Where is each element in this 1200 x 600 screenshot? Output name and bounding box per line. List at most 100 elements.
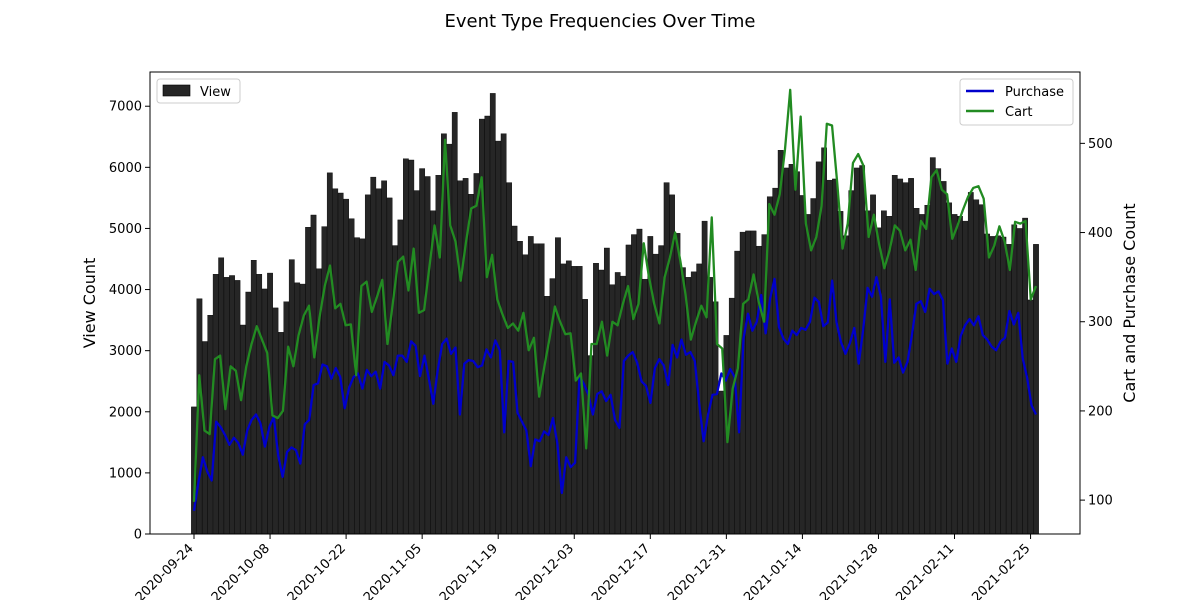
view-bar: [256, 274, 263, 535]
view-bar: [310, 214, 317, 535]
y-tick-label: 0: [134, 528, 142, 543]
y-tick-label: 4000: [109, 283, 142, 298]
legend-purchase-label: Purchase: [1005, 85, 1064, 100]
view-bar: [419, 168, 426, 535]
y-tick-label: 5000: [109, 222, 142, 237]
view-bar: [354, 237, 360, 535]
view-bar: [718, 390, 724, 535]
view-bar: [457, 180, 464, 535]
view-bar: [663, 182, 670, 535]
view-bar: [690, 271, 697, 535]
view-bar: [837, 211, 844, 535]
view-bar: [403, 158, 409, 535]
view-bar: [1027, 299, 1034, 535]
view-bar: [364, 194, 371, 535]
view-bar: [832, 178, 838, 535]
view-bar: [565, 260, 572, 535]
view-bar: [603, 247, 610, 535]
view-bar: [680, 267, 686, 535]
view-bar: [995, 235, 1001, 535]
view-bar: [826, 179, 833, 535]
view-bar: [294, 282, 301, 535]
view-bar: [978, 204, 985, 535]
view-bar: [229, 275, 235, 535]
view-bar: [424, 176, 431, 535]
view-bar: [924, 205, 931, 535]
view-bar: [984, 233, 990, 535]
view-bar: [929, 157, 936, 535]
view-bar: [1011, 224, 1018, 535]
view-bar: [517, 241, 523, 535]
view-bar: [946, 202, 952, 535]
view-bar: [278, 332, 284, 535]
view-bar: [1000, 236, 1007, 535]
view-bar: [940, 181, 947, 535]
view-bar: [772, 187, 779, 535]
view-bar: [652, 253, 659, 535]
view-bar: [326, 172, 333, 535]
view-bar: [288, 259, 295, 535]
view-bar: [962, 220, 969, 535]
view-bar: [674, 233, 681, 535]
chart-title: Event Type Frequencies Over Time: [445, 11, 756, 32]
view-bar: [1016, 228, 1023, 535]
view-bar: [967, 192, 974, 535]
view-bar: [875, 227, 882, 535]
view-bar: [848, 190, 855, 535]
view-bar: [332, 188, 339, 535]
y2-tick-label: 500: [1088, 137, 1113, 152]
view-bar: [571, 266, 578, 535]
view-bar: [544, 296, 550, 535]
view-bar: [631, 234, 637, 535]
view-bar: [957, 216, 963, 535]
view-bar: [799, 195, 806, 535]
purchase-line: [192, 275, 1038, 511]
cart-line: [192, 88, 1038, 502]
plot-frame: [149, 71, 1081, 535]
view-bar: [343, 198, 349, 535]
view-bar: [283, 301, 290, 535]
y-axis-label: View Count: [80, 258, 99, 349]
view-bar: [864, 210, 871, 535]
view-bar: [506, 182, 512, 535]
legend-lines: Purchase Cart: [959, 78, 1074, 126]
legend-cart-label: Cart: [1005, 105, 1033, 120]
view-bar: [212, 274, 219, 535]
view-bar: [935, 168, 942, 535]
view-bar: [870, 194, 876, 535]
legend-view: View: [156, 78, 241, 104]
view-bar: [201, 341, 208, 535]
view-bar: [468, 194, 474, 535]
view-bar: [245, 291, 252, 535]
view-bar: [614, 272, 621, 535]
view-bar: [598, 269, 605, 535]
y-tick-label: 1000: [109, 466, 142, 481]
view-bar: [397, 219, 404, 535]
y2-axis-label: Cart and Purchase Count: [1120, 203, 1139, 402]
view-bar: [375, 188, 382, 535]
view-bar: [794, 171, 800, 535]
view-bar: [1005, 244, 1012, 535]
y-axis-left: 0 1000 2000 3000 4000 5000 6000 7000: [109, 100, 150, 543]
view-bar: [321, 226, 328, 535]
view-bar: [527, 236, 534, 535]
view-bar: [843, 235, 849, 535]
view-bar: [489, 93, 496, 535]
view-bar: [745, 230, 751, 535]
y-tick-label: 2000: [109, 405, 142, 420]
view-bar: [473, 173, 480, 535]
y2-tick-label: 200: [1088, 404, 1113, 419]
view-bar: [777, 150, 784, 535]
view-bar: [886, 216, 893, 535]
view-bar: [261, 288, 268, 535]
y-axis-right: 100 200 300 400 500: [1080, 137, 1113, 509]
view-bar: [484, 115, 491, 535]
view-bar: [234, 280, 241, 535]
view-bar: [788, 164, 795, 535]
view-bar: [381, 180, 387, 535]
view-bar: [919, 214, 925, 535]
y-tick-label: 6000: [109, 161, 142, 176]
view-bar: [642, 278, 648, 535]
view-bar: [555, 237, 561, 535]
